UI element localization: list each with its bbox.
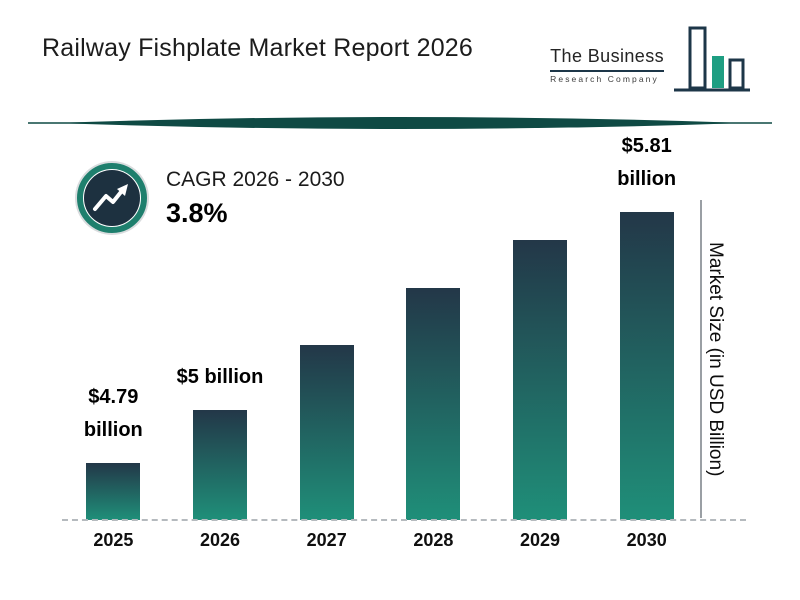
bar-value-label-2025: $4.79 billion xyxy=(83,386,143,441)
bar-2030 xyxy=(619,212,674,520)
bar-slot-2027 xyxy=(273,329,380,520)
bar-2026 xyxy=(193,410,247,520)
logo-rule xyxy=(550,70,664,72)
company-logo: The Business Research Company xyxy=(550,22,754,111)
cagr-value: 3.8% xyxy=(166,198,228,228)
bar-2028 xyxy=(406,288,461,520)
bar-value-label-2026: $5 billion xyxy=(176,366,264,388)
bar-slot-2028 xyxy=(380,272,487,520)
bar-slot-2030: $5.81 billion xyxy=(593,130,700,520)
chart-baseline xyxy=(62,519,746,521)
x-axis-label-2029: 2029 xyxy=(520,530,561,550)
x-axis-label-2030: 2030 xyxy=(626,530,667,550)
trend-up-icon xyxy=(72,158,152,243)
x-axis-labels: 2025 2026 2027 2028 2029 2030 xyxy=(60,530,700,551)
logo-line1: The Business xyxy=(550,46,664,66)
logo-bars-icon xyxy=(670,22,754,111)
divider-lens xyxy=(0,114,800,132)
bar-value-label-2030: $5.81 billion xyxy=(617,135,677,190)
chart-bars: $4.79 billion $5 billion $5.81 billion xyxy=(60,135,700,520)
x-axis-label-2025: 2025 xyxy=(93,530,134,550)
y-axis-line xyxy=(700,200,702,518)
bar-slot-2025: $4.79 billion xyxy=(60,381,167,520)
bar-2027 xyxy=(299,345,354,520)
x-axis-label-2027: 2027 xyxy=(306,530,347,550)
logo-line2: Research Company xyxy=(550,74,659,84)
cagr-label: CAGR 2026 - 2030 xyxy=(166,168,345,191)
bar-2025 xyxy=(86,463,141,520)
y-axis-label: Market Size (in USD Billion) xyxy=(705,241,726,477)
bar-2029 xyxy=(513,240,568,520)
page-title: Railway Fishplate Market Report 2026 xyxy=(42,34,474,62)
x-axis-label-2026: 2026 xyxy=(199,530,241,550)
x-axis-label-2028: 2028 xyxy=(413,530,454,550)
bar-slot-2026: $5 billion xyxy=(167,361,274,520)
bar-slot-2029 xyxy=(487,224,594,520)
logo-text: The Business Research Company xyxy=(550,46,664,84)
